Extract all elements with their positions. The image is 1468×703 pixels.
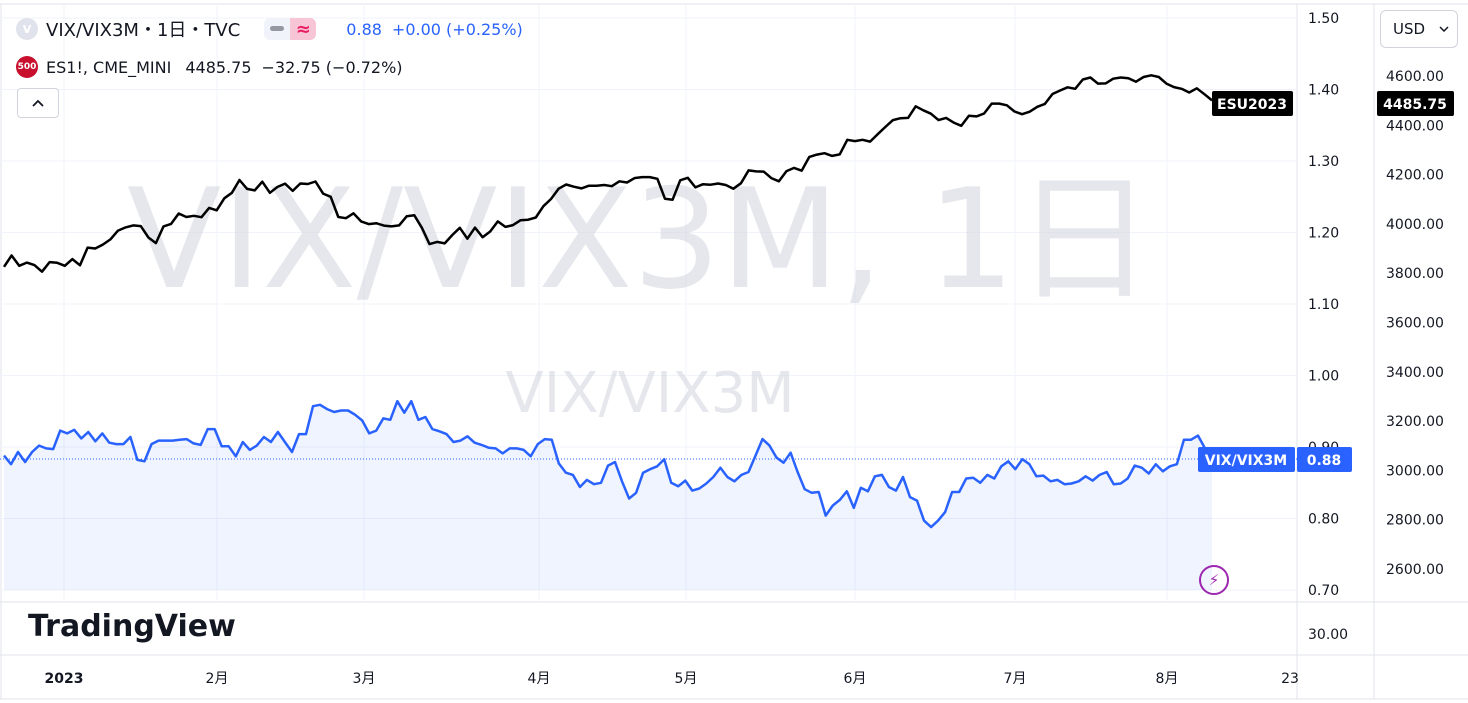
vix-series-line[interactable] <box>3 399 1214 529</box>
compare-legend[interactable]: 500 ES1!, CME_MINI 4485.75 −32.75 (−0.72… <box>16 56 403 78</box>
tradingview-logo: TradingView <box>28 609 236 644</box>
right-tick: 3000.00 <box>1386 463 1444 479</box>
svg-text:VIX/VIX3M: VIX/VIX3M <box>1205 453 1287 469</box>
legend-controls[interactable]: ≈ <box>264 18 317 40</box>
right-tick: 4400.00 <box>1386 118 1444 134</box>
left-tick: 1.30 <box>1308 154 1339 170</box>
currency-select[interactable]: USD <box>1380 10 1458 48</box>
right-tick: 4200.00 <box>1386 168 1444 184</box>
left-tick: 1.50 <box>1308 11 1339 27</box>
left-tick: 1.10 <box>1308 297 1339 313</box>
chevron-up-icon <box>32 99 44 107</box>
compare-symbol[interactable]: ES1!, CME_MINI <box>46 57 172 77</box>
x-tick: 23 <box>1281 671 1299 687</box>
right-tick: 3800.00 <box>1386 266 1444 282</box>
watermark-sub: VIX/VIX3M <box>505 361 794 426</box>
symbol-price: 0.88 <box>346 19 382 39</box>
minus-icon[interactable] <box>264 18 291 40</box>
lower-pane-tick: 30.00 <box>1308 627 1348 643</box>
right-tick: 3600.00 <box>1386 316 1444 332</box>
es-logo-icon: 500 <box>16 56 38 78</box>
x-axis-ticks: 2023 2月 3月 4月 5月 6月 7月 8月 23 <box>45 671 1299 687</box>
symbol-title[interactable]: VIX/VIX3M・1日・TVC <box>46 20 241 41</box>
x-tick: 4月 <box>528 671 551 687</box>
x-tick: 6月 <box>844 671 867 687</box>
right-tick: 3200.00 <box>1386 414 1444 430</box>
vix-area <box>4 401 1212 590</box>
vix-value-badge: 0.88 <box>1297 447 1352 472</box>
lightning-icon[interactable]: ⚡ <box>1199 565 1229 595</box>
main-legend[interactable]: V VIX/VIX3M・1日・TVC ≈ 0.88 +0.00 (+0.25%) <box>16 16 523 42</box>
compare-price: 4485.75 <box>185 57 252 77</box>
x-tick: 7月 <box>1004 671 1027 687</box>
currency-label: USD <box>1393 20 1426 38</box>
right-tick: 2600.00 <box>1386 562 1444 578</box>
left-tick: 1.00 <box>1308 369 1339 385</box>
right-tick: 3400.00 <box>1386 365 1444 381</box>
left-tick: 1.20 <box>1308 226 1339 242</box>
left-tick: 1.40 <box>1308 83 1339 99</box>
svg-text:TradingView: TradingView <box>28 609 236 644</box>
x-tick: 8月 <box>1156 671 1179 687</box>
collapse-legend-button[interactable] <box>17 88 59 118</box>
vix-name-badge: VIX/VIX3M <box>1198 447 1295 472</box>
es-name-badge: ESU2023 <box>1212 91 1293 116</box>
x-tick: 5月 <box>675 671 698 687</box>
left-axis-ticks: 1.501.401.301.201.101.000.900.800.70 <box>1308 11 1339 599</box>
svg-text:0.88: 0.88 <box>1307 453 1342 469</box>
svg-text:4485.75: 4485.75 <box>1383 97 1447 113</box>
svg-text:ESU2023: ESU2023 <box>1217 97 1287 113</box>
watermark-main: VIX/VIX3M, 1日 <box>127 159 1153 320</box>
left-tick: 0.70 <box>1308 583 1339 599</box>
right-tick: 4600.00 <box>1386 69 1444 85</box>
right-tick: 2800.00 <box>1386 513 1444 529</box>
symbol-logo-icon: V <box>16 18 38 40</box>
x-tick: 3月 <box>353 671 376 687</box>
right-axis-ticks: 4600.00 4400.00 4200.00 4000.00 3800.00 3600.… <box>1386 69 1444 578</box>
left-tick: 0.80 <box>1308 512 1339 528</box>
right-tick: 4000.00 <box>1386 217 1444 233</box>
es-series-line[interactable] <box>2 74 1213 273</box>
es-value-badge: 4485.75 <box>1377 91 1454 116</box>
grid <box>0 3 1468 700</box>
compare-change: −32.75 (−0.72%) <box>261 57 403 77</box>
x-tick: 2023 <box>45 671 84 687</box>
x-tick: 2月 <box>206 671 229 687</box>
symbol-change: +0.00 (+0.25%) <box>391 19 523 39</box>
approx-equal-icon[interactable]: ≈ <box>290 18 317 40</box>
chevron-down-icon <box>1439 26 1449 32</box>
